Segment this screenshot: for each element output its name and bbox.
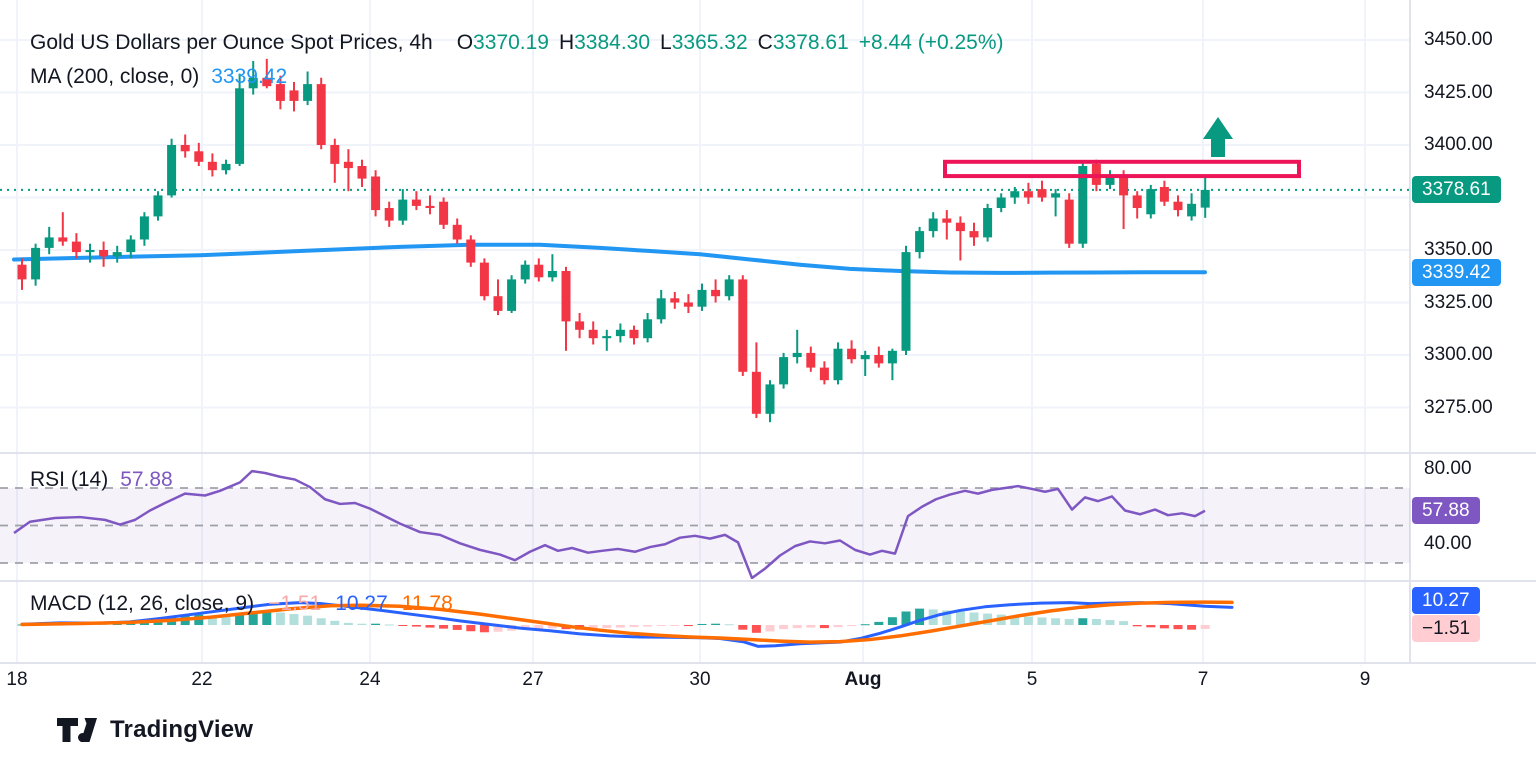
macd-hist-badge: −1.51 [1412, 615, 1481, 642]
macd-legend-row[interactable]: MACD (12, 26, close, 9) −1.51 10.27 11.78 [30, 592, 453, 616]
time-axis-label: 27 [522, 669, 544, 690]
rsi-label: RSI (14) [30, 468, 109, 491]
high-value: 3384.30 [574, 31, 651, 54]
time-axis-label: 5 [1026, 669, 1038, 690]
ma-value: 3339.42 [211, 65, 288, 88]
price-axis-label: 3300.00 [1424, 344, 1493, 365]
macd-line-value: 10.27 [335, 592, 388, 615]
tradingview-logo-text: TradingView [110, 716, 254, 743]
symbol-title: Gold US Dollars per Ounce Spot Prices, 4… [30, 31, 433, 54]
time-axis-label: 22 [191, 669, 213, 690]
ma-legend-row[interactable]: MA (200, close, 0) 3339.42 [30, 62, 1004, 92]
open-value: 3370.19 [473, 31, 549, 54]
price-axis-label: 3350.00 [1424, 239, 1493, 260]
rsi-value: 57.88 [120, 468, 173, 491]
open-label: O [456, 31, 474, 54]
price-axis-label: 3400.00 [1424, 134, 1493, 155]
time-axis-label: 7 [1197, 669, 1209, 690]
price-axis-label: 3450.00 [1424, 29, 1493, 50]
rsi-axis-label: 80.00 [1424, 458, 1472, 480]
rsi-legend-row[interactable]: RSI (14) 57.88 [30, 468, 173, 492]
time-axis-label: 30 [689, 669, 711, 690]
rsi-badge: 57.88 [1412, 497, 1480, 525]
change-value: +8.44 (+0.25%) [858, 31, 1004, 54]
time-axis-label: 18 [6, 669, 28, 690]
low-label: L [660, 31, 672, 54]
high-label: H [558, 31, 575, 54]
macd-signal-value: 11.78 [401, 592, 453, 615]
macd-line-badge: 10.27 [1412, 587, 1480, 614]
macd-hist-value: −1.51 [268, 592, 322, 615]
tradingview-logo-icon [57, 718, 97, 742]
price-axis-label: 3275.00 [1424, 396, 1493, 418]
tradingview-logo[interactable]: TradingView [56, 716, 253, 744]
symbol-legend-row[interactable]: Gold US Dollars per Ounce Spot Prices, 4… [30, 28, 1004, 58]
rsi-axis-label: 40.00 [1424, 533, 1472, 555]
time-axis-label: Aug [844, 669, 882, 690]
last-price-badge: 3378.61 [1412, 176, 1501, 204]
price-axis-label: 3425.00 [1424, 81, 1493, 103]
ma-label: MA (200, close, 0) [30, 65, 200, 88]
legend: Gold US Dollars per Ounce Spot Prices, 4… [30, 28, 1004, 92]
time-axis-label: 9 [1359, 669, 1371, 690]
time-axis-label: 24 [359, 669, 381, 690]
price-axis-label: 3325.00 [1424, 291, 1493, 313]
macd-label: MACD (12, 26, close, 9) [30, 592, 255, 615]
low-value: 3365.32 [671, 31, 748, 54]
close-value: 3378.61 [772, 31, 849, 54]
close-label: C [757, 31, 773, 54]
ma-price-badge: 3339.42 [1412, 258, 1501, 286]
